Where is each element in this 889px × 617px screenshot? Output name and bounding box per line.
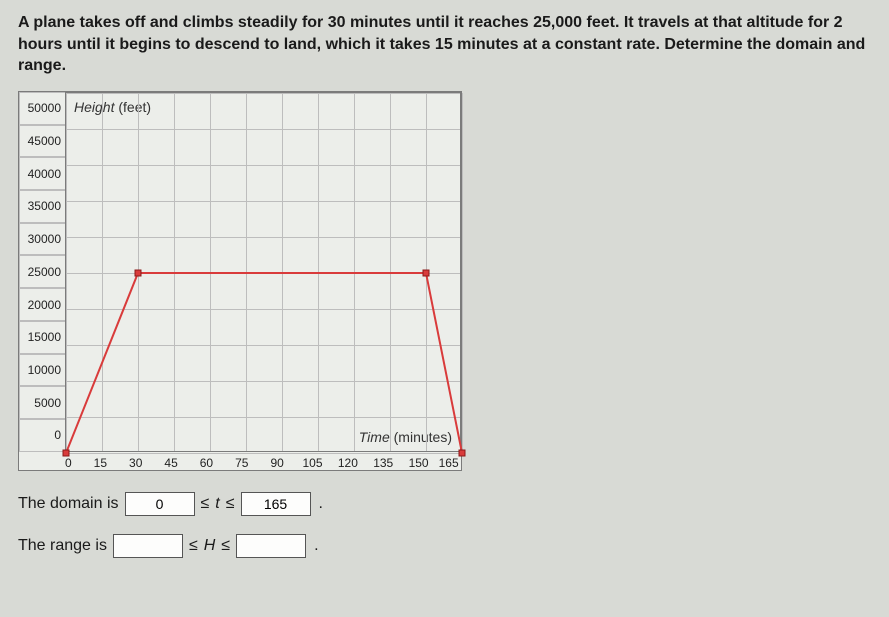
x-tick-label: 15 <box>83 452 118 470</box>
period: . <box>319 495 323 513</box>
question-text: A plane takes off and climbs steadily fo… <box>18 12 871 77</box>
x-axis: 0 15 30 45 60 75 90 105 120 135 150 165 <box>65 452 461 470</box>
x-tick-label: 90 <box>259 452 294 470</box>
y-axis: 50000 45000 40000 35000 30000 25000 2000… <box>19 92 65 452</box>
y-tick-label: 25000 <box>19 255 65 288</box>
plot-area: Height (feet) Time (minutes) <box>65 92 461 452</box>
period: . <box>314 537 318 555</box>
y-tick-label: 45000 <box>19 125 65 158</box>
range-label: The range is <box>18 537 107 555</box>
range-row: The range is ≤ H ≤ . <box>18 534 871 558</box>
chart-container: 50000 45000 40000 35000 30000 25000 2000… <box>18 91 462 471</box>
y-tick-label: 35000 <box>19 190 65 223</box>
x-tick-label: 105 <box>295 452 330 470</box>
range-high-input[interactable] <box>236 534 306 558</box>
x-tick-label: 165 <box>436 452 461 470</box>
range-low-input[interactable] <box>113 534 183 558</box>
domain-low-input[interactable] <box>125 492 195 516</box>
plot-svg <box>66 93 460 451</box>
domain-high-input[interactable] <box>241 492 311 516</box>
range-variable: H <box>204 537 216 555</box>
lte-symbol: ≤ <box>189 537 198 555</box>
x-tick-label: 45 <box>153 452 188 470</box>
y-tick-label: 0 <box>19 419 65 452</box>
x-tick-label: 150 <box>401 452 436 470</box>
domain-variable: t <box>215 495 219 513</box>
y-tick-label: 10000 <box>19 354 65 387</box>
x-tick-label: 60 <box>189 452 224 470</box>
answers-area: The domain is ≤ t ≤ . The range is ≤ H ≤… <box>18 492 871 558</box>
y-tick-label: 20000 <box>19 288 65 321</box>
domain-row: The domain is ≤ t ≤ . <box>18 492 871 516</box>
x-tick-label: 75 <box>224 452 259 470</box>
domain-label: The domain is <box>18 495 119 513</box>
x-tick-label: 120 <box>330 452 365 470</box>
y-tick-label: 5000 <box>19 386 65 419</box>
lte-symbol: ≤ <box>201 495 210 513</box>
y-tick-label: 30000 <box>19 223 65 256</box>
y-tick-label: 40000 <box>19 157 65 190</box>
x-tick-label: 30 <box>118 452 153 470</box>
y-tick-label: 50000 <box>19 92 65 125</box>
y-tick-label: 15000 <box>19 321 65 354</box>
lte-symbol: ≤ <box>221 537 230 555</box>
lte-symbol: ≤ <box>226 495 235 513</box>
x-tick-label: 135 <box>366 452 401 470</box>
